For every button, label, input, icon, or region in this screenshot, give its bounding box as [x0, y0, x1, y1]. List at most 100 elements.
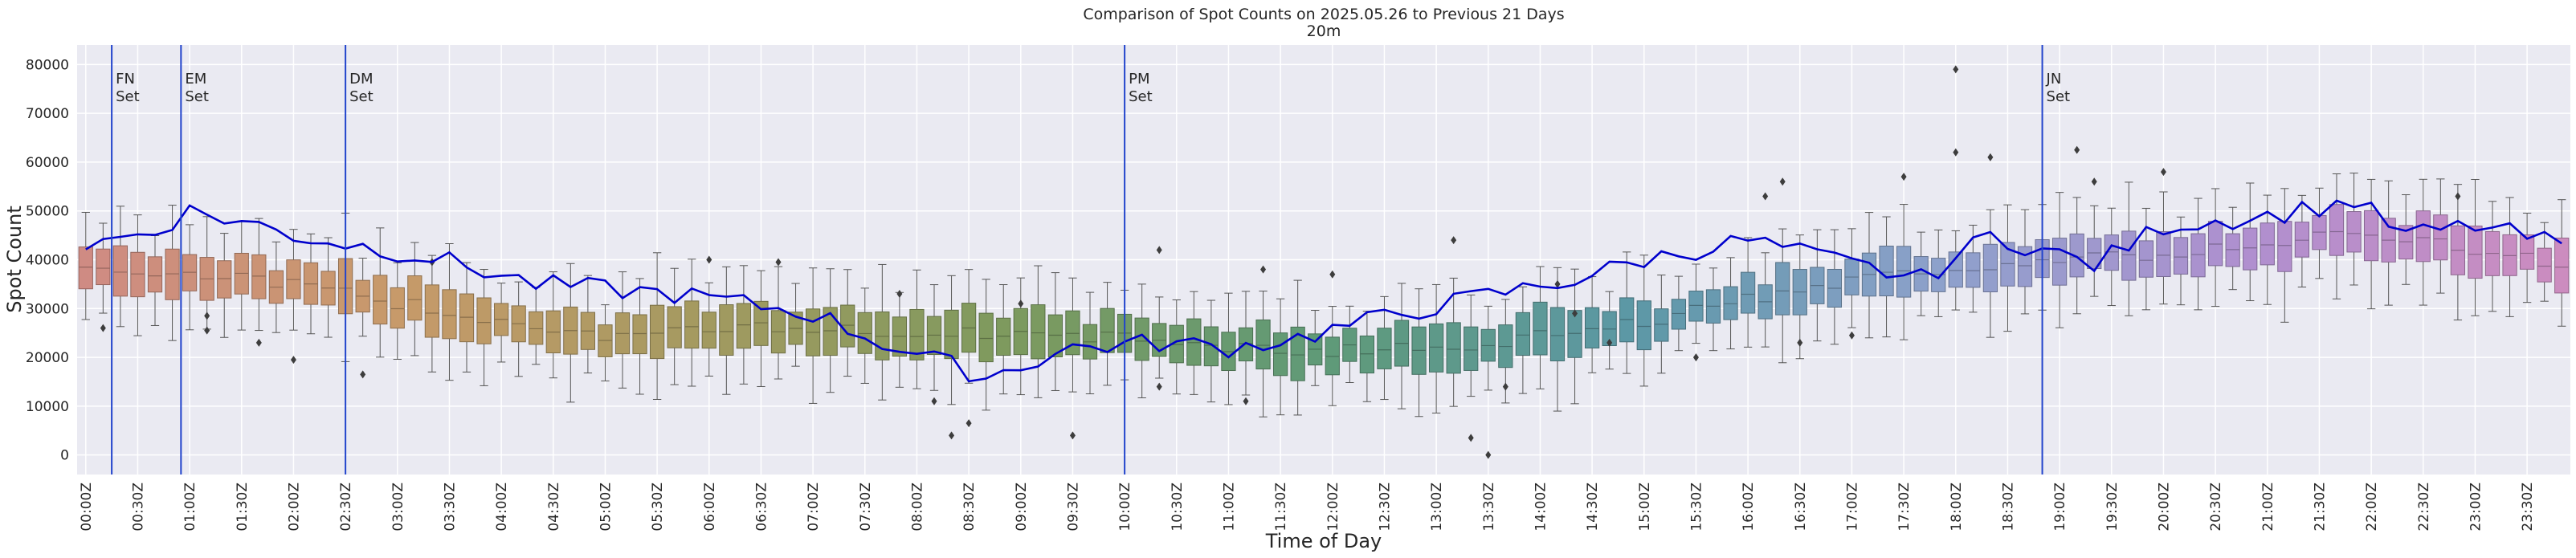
y-tick-label: 0 — [60, 448, 69, 464]
outlier-point — [1554, 279, 1561, 288]
x-tick-label: 08:00Z — [909, 483, 925, 532]
outlier-point — [1797, 338, 1803, 347]
x-tick-label: 00:30Z — [130, 483, 146, 532]
box — [476, 297, 492, 344]
outlier-point — [1069, 431, 1076, 440]
box — [1982, 243, 1998, 293]
outlier-point — [1329, 270, 1336, 279]
outlier-point — [1606, 338, 1613, 347]
outlier-point — [255, 338, 262, 347]
box — [1515, 312, 1531, 356]
box — [1290, 326, 1305, 381]
box — [2173, 237, 2189, 275]
box — [2017, 246, 2033, 287]
line-series — [85, 199, 2562, 383]
x-tick-label: 02:30Z — [338, 483, 354, 532]
box — [1100, 308, 1115, 353]
box — [251, 254, 267, 299]
x-tick-label: 06:00Z — [702, 483, 718, 532]
box — [1203, 326, 1219, 367]
outlier-point — [1692, 353, 1699, 362]
box — [2329, 204, 2345, 256]
box — [978, 312, 994, 363]
outlier-point — [1502, 382, 1508, 391]
x-tick-label: 03:30Z — [442, 483, 458, 532]
box — [684, 300, 700, 349]
x-tick-label: 12:00Z — [1325, 483, 1341, 532]
outlier-point — [1156, 382, 1162, 391]
x-tick-label: 16:00Z — [1741, 483, 1757, 532]
comparison-line — [85, 199, 2562, 383]
x-tick-label: 20:30Z — [2208, 483, 2224, 532]
box — [373, 275, 388, 325]
x-tick-label: 22:30Z — [2416, 483, 2432, 532]
box — [78, 246, 93, 290]
box — [1446, 322, 1461, 374]
box — [753, 300, 769, 346]
x-tick-label: 11:00Z — [1221, 483, 1237, 532]
x-tick-label: 12:30Z — [1377, 483, 1393, 532]
y-tick-label: 30000 — [26, 301, 69, 317]
box — [2104, 234, 2119, 271]
outlier-point — [1953, 65, 1959, 74]
box — [2156, 230, 2171, 277]
outlier-point — [290, 356, 296, 365]
x-tick-label: 09:30Z — [1065, 483, 1081, 532]
outlier-point — [1468, 434, 1474, 442]
outliers — [100, 65, 2461, 459]
box — [1567, 310, 1582, 358]
box — [2138, 240, 2154, 278]
outlier-point — [706, 255, 712, 264]
boxplots — [78, 173, 2570, 417]
outlier-point — [1572, 309, 1578, 318]
x-tick-label: 21:30Z — [2312, 483, 2328, 532]
x-tick-label: 01:00Z — [182, 483, 198, 532]
outlier-point — [204, 326, 210, 335]
box — [1255, 319, 1271, 370]
box — [1428, 323, 1444, 373]
box — [1966, 252, 1981, 288]
outlier-point — [931, 397, 937, 405]
box — [2225, 233, 2240, 267]
outlier-point — [100, 324, 106, 332]
box — [390, 287, 405, 329]
box — [2363, 210, 2379, 262]
box — [2346, 211, 2362, 253]
outlier-point — [204, 312, 210, 320]
box — [96, 248, 111, 286]
vertical-marker-label: DM — [349, 71, 373, 88]
vertical-marker-label: Set — [185, 88, 209, 105]
box — [1896, 246, 1912, 298]
outlier-point — [1762, 192, 1769, 201]
outlier-point — [2074, 145, 2080, 154]
x-tick-label: 04:30Z — [546, 483, 562, 532]
box — [1464, 326, 1479, 371]
x-tick-label: 00:00Z — [79, 483, 95, 532]
box — [1671, 299, 1687, 330]
x-tick-label: 18:00Z — [1949, 483, 1965, 532]
outlier-point — [965, 419, 972, 428]
box — [2121, 230, 2137, 281]
box — [719, 304, 734, 356]
vertical-marker-label: Set — [2047, 88, 2071, 105]
x-tick-label: 10:30Z — [1170, 483, 1186, 532]
outlier-point — [1260, 265, 1267, 274]
box — [1359, 335, 1375, 374]
outlier-point — [949, 431, 955, 440]
x-tick-label: 05:30Z — [650, 483, 666, 532]
box — [909, 308, 925, 360]
box — [1879, 246, 1894, 297]
box — [2260, 222, 2275, 266]
box — [217, 260, 232, 299]
outlier-point — [1779, 177, 1786, 186]
x-tick-label: 19:00Z — [2052, 483, 2068, 532]
box — [1134, 317, 1149, 361]
x-tick-label: 08:30Z — [961, 483, 978, 532]
vertical-marker-label: Set — [116, 88, 140, 105]
outlier-point — [1156, 246, 1162, 255]
x-tick-label: 03:00Z — [390, 483, 406, 532]
x-tick-label: 13:30Z — [1481, 483, 1497, 532]
x-tick-label: 10:00Z — [1117, 483, 1133, 532]
box — [1775, 262, 1790, 316]
